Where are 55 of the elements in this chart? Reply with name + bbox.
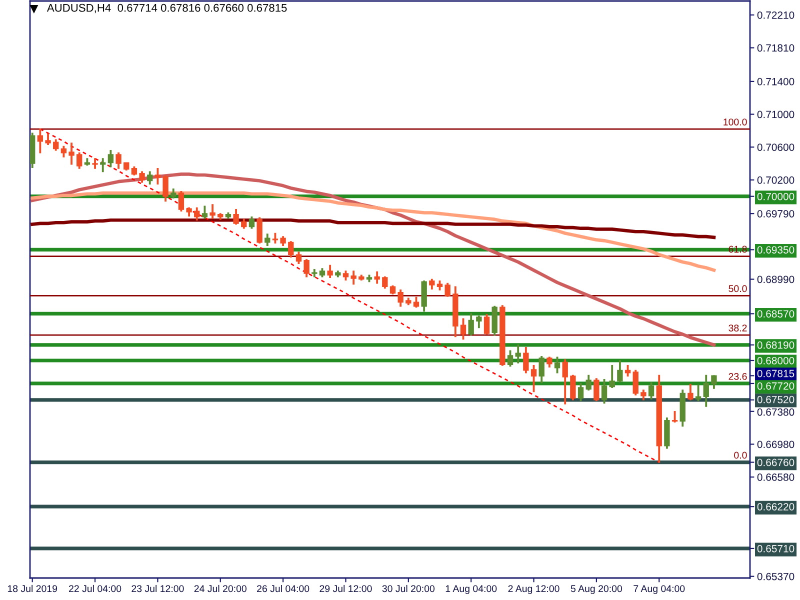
y-tick-label: 0.71000	[757, 110, 794, 118]
candlestick	[210, 204, 216, 219]
y-tick-label: 0.70200	[757, 176, 794, 184]
annotation: 0.0	[734, 452, 747, 459]
candlestick	[406, 298, 412, 306]
y-tick-label: 0.72210	[757, 11, 794, 19]
y-tick-label: 0.71400	[757, 78, 794, 86]
annotation: 100.0	[724, 118, 747, 126]
x-tick-label: 22 Jul 04:00	[69, 584, 122, 592]
y-tick-label: 0.66980	[757, 440, 794, 448]
annotation: 50.0	[728, 285, 747, 292]
y-tick-label: 0.71810	[757, 44, 794, 52]
line-series	[39, 128, 660, 463]
y-tick-label: 0.67380	[757, 408, 794, 416]
x-tick-label: 5 Aug 20:00	[570, 585, 622, 594]
candlestick	[672, 410, 678, 422]
y-tick-label: 0.68990	[757, 276, 794, 284]
y-tick-label: 0.68190	[757, 341, 794, 349]
y-tick-label: 0.67815	[757, 370, 794, 378]
y-tick-label: 0.70000	[757, 192, 794, 200]
x-tick-label: 30 Jul 20:00	[382, 584, 435, 592]
x-tick-label: 26 Jul 04:00	[257, 584, 310, 592]
y-tick-label: 0.69350	[757, 246, 794, 254]
candlestick	[45, 134, 51, 146]
x-tick-label: 1 Aug 04:00	[446, 585, 497, 594]
annotation: 23.6	[728, 373, 747, 380]
candlestick	[154, 168, 161, 184]
x-tick-label: 29 Jul 12:00	[320, 584, 372, 592]
x-tick-label: 24 Jul 20:00	[194, 584, 246, 592]
x-tick-label: 7 Aug 04:00	[634, 585, 685, 594]
x-tick-label: 18 Jul 2019	[8, 584, 58, 592]
candlestick	[92, 158, 98, 169]
candlestick	[68, 142, 74, 165]
y-tick-label: 0.65710	[757, 544, 794, 552]
y-tick-label: 0.70600	[757, 144, 794, 151]
y-tick-label: 0.66220	[757, 503, 794, 510]
annotation: 38.2	[728, 324, 747, 332]
line-series	[30, 191, 716, 272]
candlestick	[515, 344, 521, 364]
candlestick	[695, 384, 702, 402]
x-tick-label: 23 Jul 12:00	[132, 584, 184, 592]
line-series	[30, 218, 716, 240]
y-tick-label: 0.69790	[757, 210, 794, 218]
candlestick	[350, 270, 356, 285]
y-tick-label: 0.67520	[757, 396, 794, 404]
y-tick-label: 0.66760	[757, 458, 794, 466]
chart-title: AUDUSD,H4 0.67714 0.67816 0.67660 0.67815	[46, 4, 287, 14]
y-tick-label: 0.68570	[757, 310, 794, 318]
candlestick	[186, 207, 192, 216]
y-tick-label: 0.65370	[757, 572, 794, 580]
y-tick-label: 0.67720	[757, 382, 794, 390]
x-tick-label: 2 Aug 12:00	[508, 585, 560, 594]
y-tick-label: 0.68000	[757, 356, 794, 364]
y-tick-label: 0.66580	[757, 474, 794, 481]
candlestick	[374, 271, 380, 284]
